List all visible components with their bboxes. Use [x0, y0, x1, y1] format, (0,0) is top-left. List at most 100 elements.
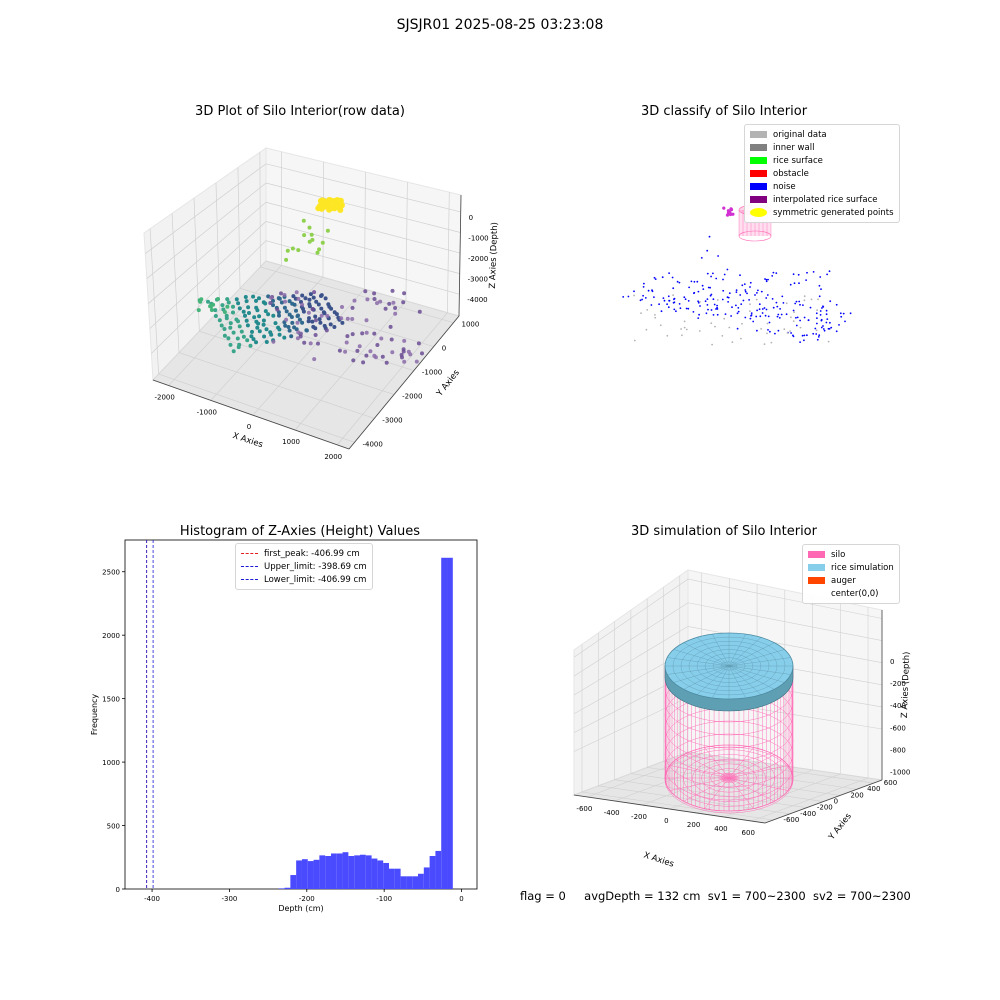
data-point	[350, 305, 355, 310]
data-point	[255, 308, 260, 313]
noise-point	[812, 271, 815, 273]
plot2-legend-swatch	[750, 208, 767, 217]
noise-point	[818, 334, 821, 337]
original-point	[766, 322, 769, 325]
data-point	[384, 360, 389, 365]
data-point	[289, 334, 294, 339]
y-gridline	[237, 167, 434, 347]
original-point	[728, 326, 731, 329]
plot2-legend-label: inner wall	[773, 142, 815, 153]
noise-point	[673, 301, 676, 304]
y-tick-label: -200	[817, 804, 833, 812]
data-point	[301, 218, 306, 223]
data-point	[263, 309, 268, 314]
z-gridline	[573, 626, 883, 696]
noise-point	[735, 304, 737, 307]
noise-point	[803, 316, 806, 319]
noise-point	[812, 332, 815, 335]
data-point	[350, 317, 355, 321]
noise-point	[723, 273, 726, 276]
noise-point	[765, 280, 768, 283]
noise-point	[697, 300, 699, 303]
noise-point	[757, 289, 759, 292]
data-point	[241, 334, 246, 339]
original-point	[740, 337, 742, 340]
data-point	[320, 240, 325, 245]
noise-point	[692, 311, 695, 313]
x-tick-label: -400	[144, 895, 160, 903]
data-point	[302, 340, 307, 345]
noise-point	[844, 320, 846, 323]
data-point	[368, 349, 373, 354]
data-point	[228, 325, 233, 330]
plot1-3d-scatter: -2000 -1000 0 1000 2000 1000 0 -1000 -2000 -3000 -…	[143, 147, 500, 461]
rice-mesh-spoke	[728, 665, 775, 690]
x-tick-label: -300	[221, 895, 237, 903]
noise-point	[829, 300, 832, 303]
noise-point	[667, 306, 670, 309]
z-axis-label: Z Axies (Depth)	[900, 651, 912, 718]
noise-point	[775, 301, 778, 304]
noise-point	[840, 315, 843, 318]
plot4-legend-swatch	[808, 577, 825, 584]
noise-point	[672, 287, 675, 290]
data-point	[402, 338, 407, 343]
z-gridline	[148, 201, 461, 304]
noise-point	[819, 310, 822, 312]
noise-point	[768, 321, 771, 324]
original-point	[654, 314, 656, 316]
z-tick-label: -200	[890, 680, 906, 688]
noise-point	[740, 303, 743, 305]
noise-point	[798, 300, 801, 303]
z-gridline	[573, 602, 883, 677]
data-point	[251, 294, 256, 299]
noise-point	[765, 297, 768, 299]
noise-point	[818, 295, 821, 298]
noise-point	[675, 310, 677, 313]
noise-point	[707, 286, 710, 289]
silo-bottom-spoke	[704, 777, 730, 809]
data-point	[292, 302, 297, 307]
noise-point	[828, 270, 831, 273]
noise-point	[796, 316, 799, 319]
z-gridline	[151, 240, 460, 354]
z-gridline	[149, 221, 460, 329]
noise-point	[707, 308, 709, 311]
noise-point	[716, 304, 718, 307]
noise-point	[795, 316, 797, 319]
data-point	[297, 317, 302, 322]
x-gridline	[751, 607, 869, 822]
original-point	[803, 295, 806, 298]
y-tick-label: 1000	[102, 759, 120, 767]
data-point	[245, 338, 250, 343]
histogram-bar	[319, 855, 326, 889]
noise-point	[726, 296, 729, 299]
plot2-title: 3D classify of Silo Interior	[640, 104, 808, 119]
original-point	[731, 341, 734, 344]
noise-point	[755, 315, 758, 318]
data-point	[225, 304, 230, 309]
noise-point	[687, 300, 690, 302]
y-gridline	[614, 621, 807, 808]
histogram-legend-line	[241, 553, 258, 554]
plot4-legend-item: center(0,0)	[808, 587, 894, 600]
noise-point	[712, 298, 715, 301]
data-point	[309, 232, 314, 237]
data-point	[317, 247, 322, 252]
original-point	[785, 302, 788, 305]
data-point	[277, 296, 282, 301]
y-tick-label: 500	[107, 823, 120, 831]
noise-point	[627, 295, 630, 298]
original-point	[721, 335, 724, 337]
original-point	[681, 334, 683, 337]
data-point	[225, 297, 230, 302]
original-point	[654, 316, 657, 319]
histogram-bar	[435, 850, 442, 889]
plot4-legend-label: rice simulation	[831, 562, 894, 573]
noise-point	[758, 303, 761, 306]
data-point	[357, 344, 362, 349]
noise-point	[792, 309, 795, 312]
z-tick-label: -400	[890, 702, 906, 710]
rice-mesh-spoke	[712, 634, 730, 667]
y-gridline	[597, 632, 790, 815]
